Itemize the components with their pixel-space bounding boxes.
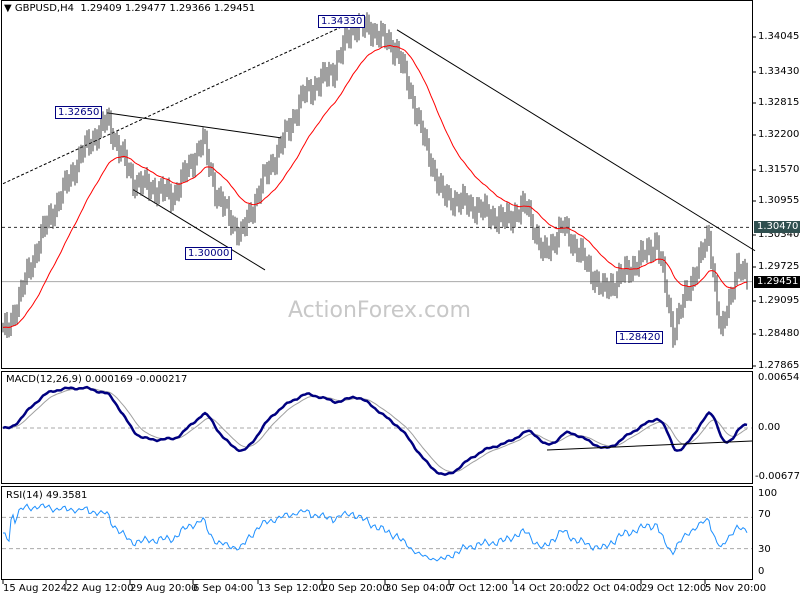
macd-axis-zero: 0.00	[758, 422, 781, 433]
price-axis-label: 1.29725	[758, 261, 800, 272]
annotation-high-1: 1.32650	[55, 106, 103, 119]
ohlc-label: 1.29409 1.29477 1.29366 1.29451	[80, 3, 256, 14]
chart-header: ▼ GBPUSD,H4 1.29409 1.29477 1.29366 1.29…	[4, 3, 255, 14]
price-axis-label: 1.28480	[758, 328, 800, 339]
rsi-title: RSI(14) 49.3581	[6, 490, 88, 501]
price-axis-label: 1.30955	[758, 195, 800, 206]
price-axis-label: 1.30340	[758, 229, 800, 240]
macd-line	[2, 385, 748, 477]
current-price-tag: 1.29451	[754, 276, 800, 288]
price-axis-label: 1.34045	[758, 31, 800, 42]
price-axis-label: 1.33430	[758, 66, 800, 77]
time-axis-label: 22 Oct 04:00	[577, 583, 643, 594]
macd-axis-bottom: -0.006778	[755, 471, 800, 482]
time-axis-label: 29 Oct 12:00	[641, 583, 707, 594]
macd-signal-line	[2, 387, 748, 473]
watermark: ActionForex.com	[288, 298, 471, 323]
price-axis-label: 1.29095	[758, 295, 800, 306]
time-axis-label: 14 Oct 20:00	[513, 583, 579, 594]
rsi-axis-30: 30	[758, 544, 771, 555]
time-axis-label: 13 Sep 12:00	[258, 583, 325, 594]
resistance-price-tag: 1.30470	[754, 221, 800, 233]
time-axis-label: 5 Nov 20:00	[705, 583, 767, 594]
price-axis-label: 1.32200	[758, 129, 800, 140]
main-panel	[1, 0, 753, 369]
rsi-panel	[1, 486, 753, 580]
rsi-axis-100: 100	[758, 488, 778, 499]
dropdown-arrow-icon[interactable]: ▼	[4, 3, 12, 14]
time-axis-label: 20 Sep 20:00	[322, 583, 389, 594]
annotation-low-1: 1.30000	[185, 247, 233, 260]
trendline	[2, 19, 358, 185]
macd-axis-top: 0.006549	[758, 372, 800, 383]
macd-title: MACD(12,26,9) 0.000169 -0.000217	[6, 374, 188, 385]
time-axis-label: 15 Aug 2024	[3, 583, 68, 594]
time-axis-label: 30 Sep 04:00	[385, 583, 452, 594]
time-axis-label: 7 Oct 12:00	[449, 583, 508, 594]
trendline	[396, 29, 756, 252]
price-axis-label: 1.31570	[758, 164, 800, 175]
rsi-axis-70: 70	[758, 509, 771, 520]
symbol-label: GBPUSD,H4	[14, 3, 74, 14]
time-axis-label: 6 Sep 04:00	[193, 583, 254, 594]
price-axis-label: 1.27865	[758, 360, 800, 371]
moving-average-line	[2, 45, 748, 329]
annotation-low-2: 1.28420	[616, 331, 664, 344]
trendline	[106, 112, 282, 139]
rsi-line	[3, 503, 748, 562]
time-axis-label: 22 Aug 12:00	[66, 583, 134, 594]
time-axis-label: 29 Aug 20:00	[130, 583, 198, 594]
macd-panel	[1, 371, 753, 484]
price-axis-label: 1.32815	[758, 97, 800, 108]
rsi-axis-0: 0	[758, 566, 765, 577]
annotation-high-2: 1.34330	[318, 15, 366, 28]
macd-trendline	[546, 440, 753, 451]
